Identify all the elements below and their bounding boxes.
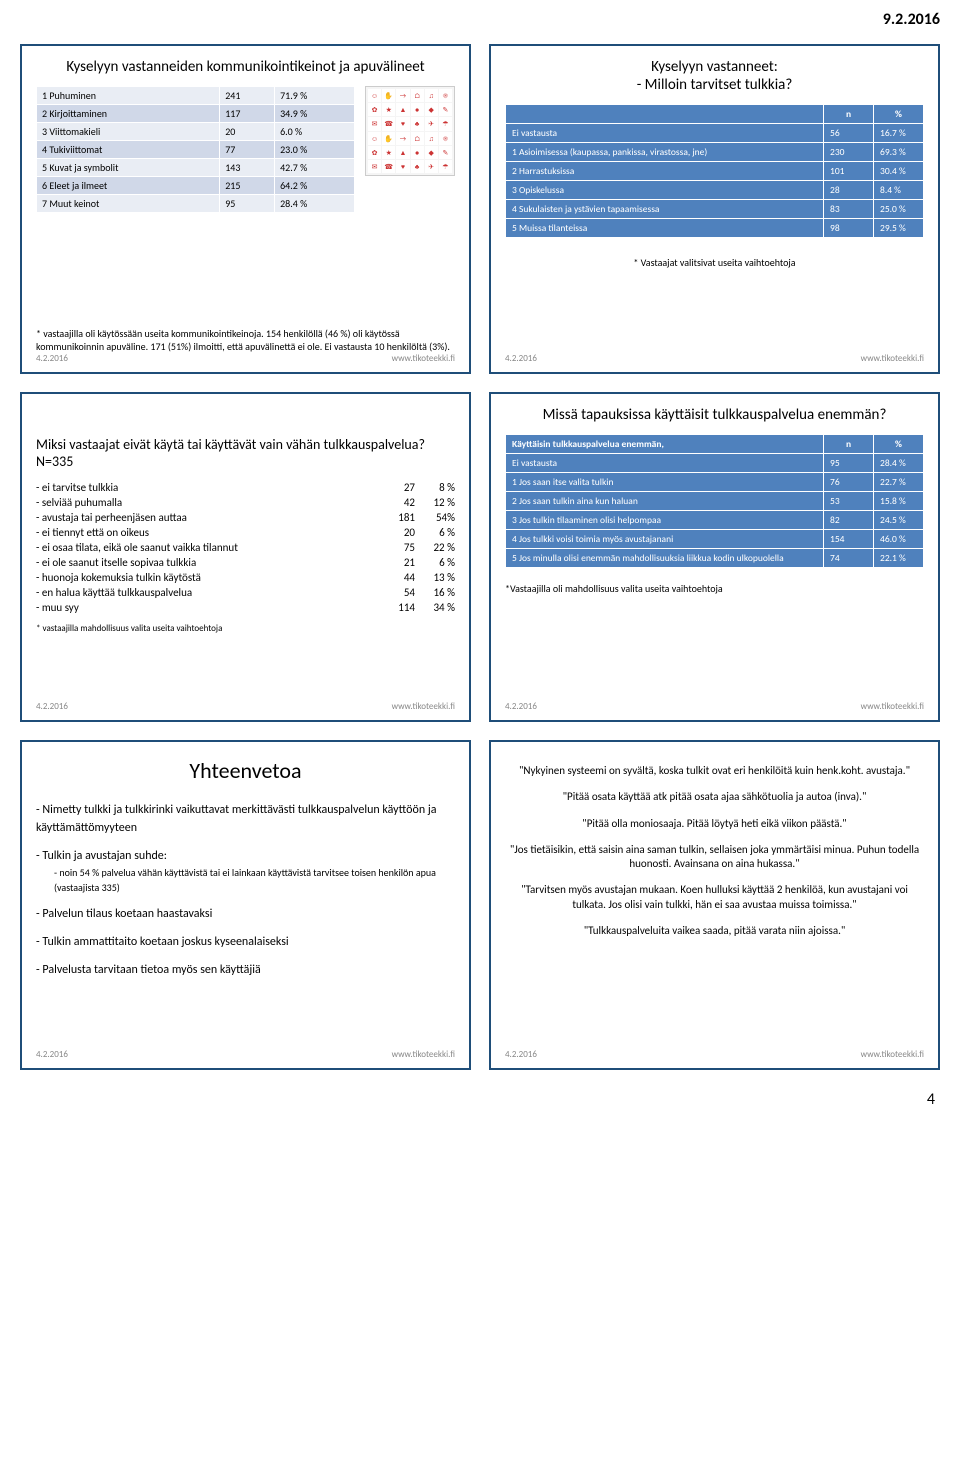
page-header-date: 9.2.2016 (0, 0, 960, 34)
footer-url: www.tikoteekki.fi (861, 353, 924, 364)
table-row: 3 Jos tulkin tilaaminen olisi helpompaa8… (506, 511, 924, 530)
quote-text: "Nykyinen systeemi on syvältä, koska tul… (505, 764, 924, 778)
symbol-board-image: ☺✋→⌂♫☀✿★▲●◆✎✉☎♥♣✈☂☺✋→⌂♫☀✿★▲●◆✎✉☎♥♣✈☂ (365, 86, 455, 176)
slide-5-title: Yhteenvetoa (36, 754, 455, 787)
footer-url: www.tikoteekki.fi (392, 701, 455, 712)
table-row: 2 Kirjoittaminen11734.9 % (37, 105, 355, 123)
table-row: 1 Asioimisessa (kaupassa, pankissa, vira… (506, 143, 924, 162)
list-item: huonoja kokemuksia tulkin käytöstä4413 % (36, 570, 455, 585)
list-item: ei tarvitse tulkkia278 % (36, 480, 455, 495)
table-row: 7 Muut keinot9528.4 % (37, 195, 355, 213)
footer-date: 4.2.2016 (505, 701, 537, 712)
list-item: Tulkin ammattitaito koetaan joskus kysee… (36, 933, 455, 951)
table-header-n: n (824, 105, 874, 124)
list-item: en halua käyttää tulkkauspalvelua5416 % (36, 585, 455, 600)
footer-date: 4.2.2016 (505, 1049, 537, 1060)
list-item: Palvelusta tarvitaan tietoa myös sen käy… (36, 961, 455, 979)
table-header-label: Käyttäisin tulkkauspalvelua enemmän, (506, 435, 824, 454)
quote-text: "Pitää olla moniosaaja. Pitää löytyä het… (505, 817, 924, 831)
slide-5: Yhteenvetoa Nimetty tulkki ja tulkkirink… (20, 740, 471, 1070)
table-row: 4 Jos tulkki voisi toimia myös avustajan… (506, 530, 924, 549)
table-row: 1 Puhuminen24171.9 % (37, 87, 355, 105)
slide-3-note: * vastaajilla mahdollisuus valita useita… (36, 623, 455, 635)
table-row: 6 Eleet ja ilmeet21564.2 % (37, 177, 355, 195)
slide-3-title: Miksi vastaajat eivät käytä tai käyttävä… (36, 436, 455, 470)
table-row: 4 Sukulaisten ja ystävien tapaamisessa83… (506, 200, 924, 219)
table-row: 5 Muissa tilanteissa9829.5 % (506, 219, 924, 238)
slide-2-note: * Vastaajat valitsivat useita vaihtoehto… (505, 256, 924, 269)
table-row: 3 Opiskelussa288.4 % (506, 181, 924, 200)
list-item: ei tiennyt että on oikeus206 % (36, 525, 455, 540)
table-row: 2 Harrastuksissa10130.4 % (506, 162, 924, 181)
slide-3: Miksi vastaajat eivät käytä tai käyttävä… (20, 392, 471, 722)
footer-url: www.tikoteekki.fi (392, 353, 455, 364)
list-item: muu syy11434 % (36, 600, 455, 615)
quote-text: "Jos tietäisikin, että saisin aina saman… (505, 843, 924, 872)
quote-text: "Tarvitsen myös avustajan mukaan. Koen h… (505, 883, 924, 912)
table-row: 5 Kuvat ja symbolit14342.7 % (37, 159, 355, 177)
table-row: 4 Tukiviittomat7723.0 % (37, 141, 355, 159)
slide-1-title: Kyselyyn vastanneiden kommunikointikeino… (36, 58, 455, 76)
slide-2: Kyselyyn vastanneet: - Milloin tarvitset… (489, 44, 940, 374)
slide-1: Kyselyyn vastanneiden kommunikointikeino… (20, 44, 471, 374)
table-header-pct: % (874, 105, 924, 124)
footer-url: www.tikoteekki.fi (861, 1049, 924, 1060)
table-row: 1 Jos saan itse valita tulkin7622.7 % (506, 473, 924, 492)
list-sub-item: noin 54 % palvelua vähän käyttävistä tai… (54, 865, 455, 895)
slide-4: Missä tapauksissa käyttäisit tulkkauspal… (489, 392, 940, 722)
slide-2-table: n % Ei vastausta5616.7 %1 Asioimisessa (… (505, 104, 924, 238)
list-item: selviää puhumalla4212 % (36, 495, 455, 510)
table-row: 3 Viittomakieli206.0 % (37, 123, 355, 141)
page-number: 4 (0, 1080, 960, 1129)
slide-4-title: Missä tapauksissa käyttäisit tulkkauspal… (505, 406, 924, 424)
slide-1-note: * vastaajilla oli käytössään useita komm… (36, 327, 455, 353)
footer-date: 4.2.2016 (36, 1049, 68, 1060)
footer-url: www.tikoteekki.fi (861, 701, 924, 712)
footer-url: www.tikoteekki.fi (392, 1049, 455, 1060)
table-header-pct: % (874, 435, 924, 454)
slides-grid: Kyselyyn vastanneiden kommunikointikeino… (0, 34, 960, 1080)
list-item: ei ole saanut itselle sopivaa tulkkia216… (36, 555, 455, 570)
table-header-n: n (824, 435, 874, 454)
quote-text: "Tulkkauspalveluita vaikea saada, pitää … (505, 924, 924, 938)
list-item: Palvelun tilaus koetaan haastavaksi (36, 905, 455, 923)
slide-2-title: Kyselyyn vastanneet: - Milloin tarvitset… (505, 58, 924, 94)
slide-6: "Nykyinen systeemi on syvältä, koska tul… (489, 740, 940, 1070)
table-row: 2 Jos saan tulkin aina kun haluan5315.8 … (506, 492, 924, 511)
footer-date: 4.2.2016 (36, 353, 68, 364)
table-row: Ei vastausta9528.4 % (506, 454, 924, 473)
table-row: 5 Jos minulla olisi enemmän mahdollisuuk… (506, 549, 924, 568)
footer-date: 4.2.2016 (36, 701, 68, 712)
slide-4-note: *Vastaajilla oli mahdollisuus valita use… (505, 582, 924, 595)
table-header-empty (506, 105, 824, 124)
quote-text: "Pitää osata käyttää atk pitää osata aja… (505, 790, 924, 804)
list-item: avustaja tai perheenjäsen auttaa18154% (36, 510, 455, 525)
list-item: Tulkin ja avustajan suhde:noin 54 % palv… (36, 847, 455, 895)
table-row: Ei vastausta5616.7 % (506, 124, 924, 143)
slide-4-table: Käyttäisin tulkkauspalvelua enemmän, n %… (505, 434, 924, 568)
list-item: Nimetty tulkki ja tulkkirinki vaikuttava… (36, 801, 455, 837)
footer-date: 4.2.2016 (505, 353, 537, 364)
slide-1-table: 1 Puhuminen24171.9 %2 Kirjoittaminen1173… (36, 86, 355, 213)
list-item: ei osaa tilata, eikä ole saanut vaikka t… (36, 540, 455, 555)
